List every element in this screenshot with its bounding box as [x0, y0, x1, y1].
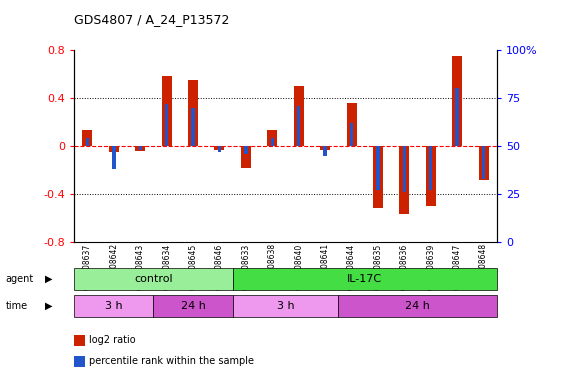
Bar [191, 108, 195, 146]
Bar [139, 146, 142, 150]
Bar [482, 146, 485, 179]
Bar [165, 104, 168, 146]
Bar [188, 80, 198, 146]
Bar [320, 146, 330, 149]
Text: 24 h: 24 h [180, 301, 206, 311]
Bar [426, 146, 436, 206]
Text: 24 h: 24 h [405, 301, 430, 311]
Bar [267, 130, 278, 146]
Text: time: time [6, 301, 28, 311]
Bar [293, 86, 304, 146]
Bar [350, 123, 353, 146]
Bar [347, 103, 356, 146]
Bar [215, 146, 224, 149]
Text: GDS4807 / A_24_P13572: GDS4807 / A_24_P13572 [74, 13, 230, 26]
Bar [162, 76, 172, 146]
Bar [376, 146, 380, 190]
Bar [478, 146, 489, 180]
Bar [452, 56, 462, 146]
Bar [82, 130, 93, 146]
Bar [373, 146, 383, 209]
Bar [297, 106, 300, 146]
Bar [241, 146, 251, 167]
Text: ▶: ▶ [45, 301, 53, 311]
Bar [112, 146, 115, 169]
Bar [86, 138, 89, 146]
Text: 3 h: 3 h [277, 301, 294, 311]
Text: 3 h: 3 h [105, 301, 123, 311]
Text: percentile rank within the sample: percentile rank within the sample [89, 356, 254, 366]
Bar [218, 146, 221, 152]
Text: control: control [134, 274, 173, 284]
Bar [135, 146, 145, 151]
Bar [456, 88, 459, 146]
Bar [109, 146, 119, 152]
Text: ▶: ▶ [45, 274, 53, 284]
Bar [403, 146, 406, 192]
Bar [429, 146, 432, 190]
Bar [323, 146, 327, 156]
Bar [271, 138, 274, 146]
Bar [399, 146, 409, 214]
Bar [244, 146, 248, 154]
Text: log2 ratio: log2 ratio [89, 335, 135, 345]
Text: IL-17C: IL-17C [347, 274, 383, 284]
Text: agent: agent [6, 274, 34, 284]
